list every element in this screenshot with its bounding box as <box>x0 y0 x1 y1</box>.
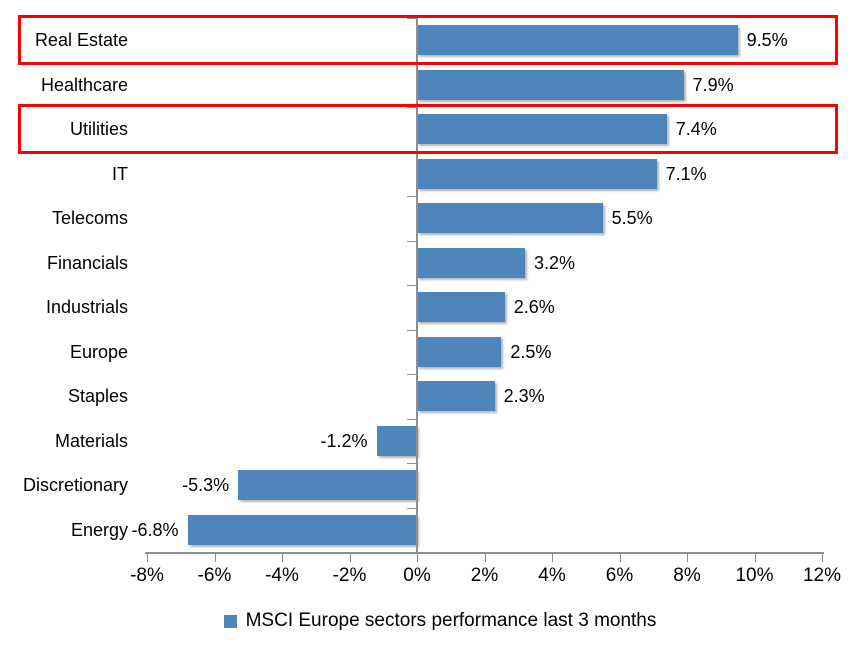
category-label-telecoms: Telecoms <box>51 208 128 229</box>
data-label-healthcare: 7.9% <box>692 74 734 95</box>
category-label-financials: Financials <box>46 252 128 273</box>
data-label-utilities: 7.4% <box>675 119 717 140</box>
category-label-it: IT <box>112 163 128 184</box>
x-axis-tick-label: 4% <box>538 565 566 586</box>
category-axis-tick <box>407 240 417 242</box>
category-axis-tick <box>407 507 417 509</box>
x-axis-tick <box>822 552 823 562</box>
bar-healthcare <box>417 69 684 100</box>
x-axis-tick <box>552 552 553 562</box>
x-axis-tick <box>687 552 688 562</box>
category-label-staples: Staples <box>67 386 128 407</box>
data-label-energy: -6.8% <box>131 519 179 540</box>
category-label-europe: Europe <box>69 341 128 362</box>
bar-telecoms <box>417 203 603 234</box>
category-axis-tick <box>407 196 417 197</box>
category-axis-tick <box>407 285 417 286</box>
bar-industrials <box>417 292 505 323</box>
bar-it <box>417 158 657 189</box>
x-axis-tick-label: 0% <box>403 565 431 586</box>
data-label-industrials: 2.6% <box>513 297 555 318</box>
x-axis-tick <box>147 552 148 562</box>
category-axis-tick <box>407 329 417 331</box>
category-label-healthcare: Healthcare <box>40 74 128 95</box>
category-axis-tick <box>407 418 417 420</box>
category-axis-tick <box>407 18 417 19</box>
x-axis-tick-label: 10% <box>735 565 774 586</box>
highlight-box-real-estate <box>18 15 838 66</box>
bar-real-estate <box>417 25 738 56</box>
data-label-telecoms: 5.5% <box>611 208 653 229</box>
category-axis-tick <box>407 107 417 108</box>
x-axis-tick <box>214 552 216 562</box>
legend-marker-icon <box>223 614 237 628</box>
x-axis-tick <box>282 552 283 562</box>
bar-europe <box>417 336 502 367</box>
category-label-discretionary: Discretionary <box>22 475 128 496</box>
data-label-it: 7.1% <box>665 163 707 184</box>
data-label-staples: 2.3% <box>503 386 545 407</box>
bar-financials <box>417 247 525 278</box>
category-axis-tick <box>407 463 417 464</box>
legend-label: MSCI Europe sectors performance last 3 m… <box>245 610 657 631</box>
category-label-energy: Energy <box>70 519 128 540</box>
legend-entry: MSCI Europe sectors performance last 3 m… <box>223 610 657 632</box>
bar-materials <box>376 425 417 456</box>
x-axis-tick <box>754 552 756 562</box>
x-axis-tick-label: -2% <box>332 565 367 586</box>
x-axis-tick-label: -4% <box>265 565 299 586</box>
data-label-discretionary: -5.3% <box>182 475 230 496</box>
legend: MSCI Europe sectors performance last 3 m… <box>0 610 852 632</box>
category-label-real-estate: Real Estate <box>34 30 128 51</box>
x-axis-tick-label: 12% <box>802 565 842 586</box>
x-axis-tick <box>417 552 418 562</box>
x-axis-tick <box>349 552 351 562</box>
x-axis-tick-label: -6% <box>197 565 232 586</box>
value-axis-line <box>416 18 418 552</box>
x-axis-tick <box>484 552 486 562</box>
bar-staples <box>417 381 495 412</box>
bar-energy <box>187 514 417 545</box>
x-axis-tick-label: 2% <box>470 565 499 586</box>
x-axis-tick <box>619 552 621 562</box>
category-label-utilities: Utilities <box>69 119 128 140</box>
data-label-europe: 2.5% <box>510 341 552 362</box>
data-label-real-estate: 9.5% <box>746 30 788 51</box>
category-label-materials: Materials <box>54 430 128 451</box>
bar-utilities <box>417 114 667 145</box>
x-axis-tick-label: 6% <box>605 565 634 586</box>
x-axis-tick-label: -8% <box>130 565 164 586</box>
category-axis-tick <box>407 374 417 375</box>
data-label-materials: -1.2% <box>320 430 368 451</box>
data-label-financials: 3.2% <box>534 252 576 273</box>
category-label-industrials: Industrials <box>45 297 128 318</box>
bar-discretionary <box>238 470 417 501</box>
x-axis-tick-label: 8% <box>673 565 701 586</box>
highlight-box-utilities <box>18 104 838 155</box>
